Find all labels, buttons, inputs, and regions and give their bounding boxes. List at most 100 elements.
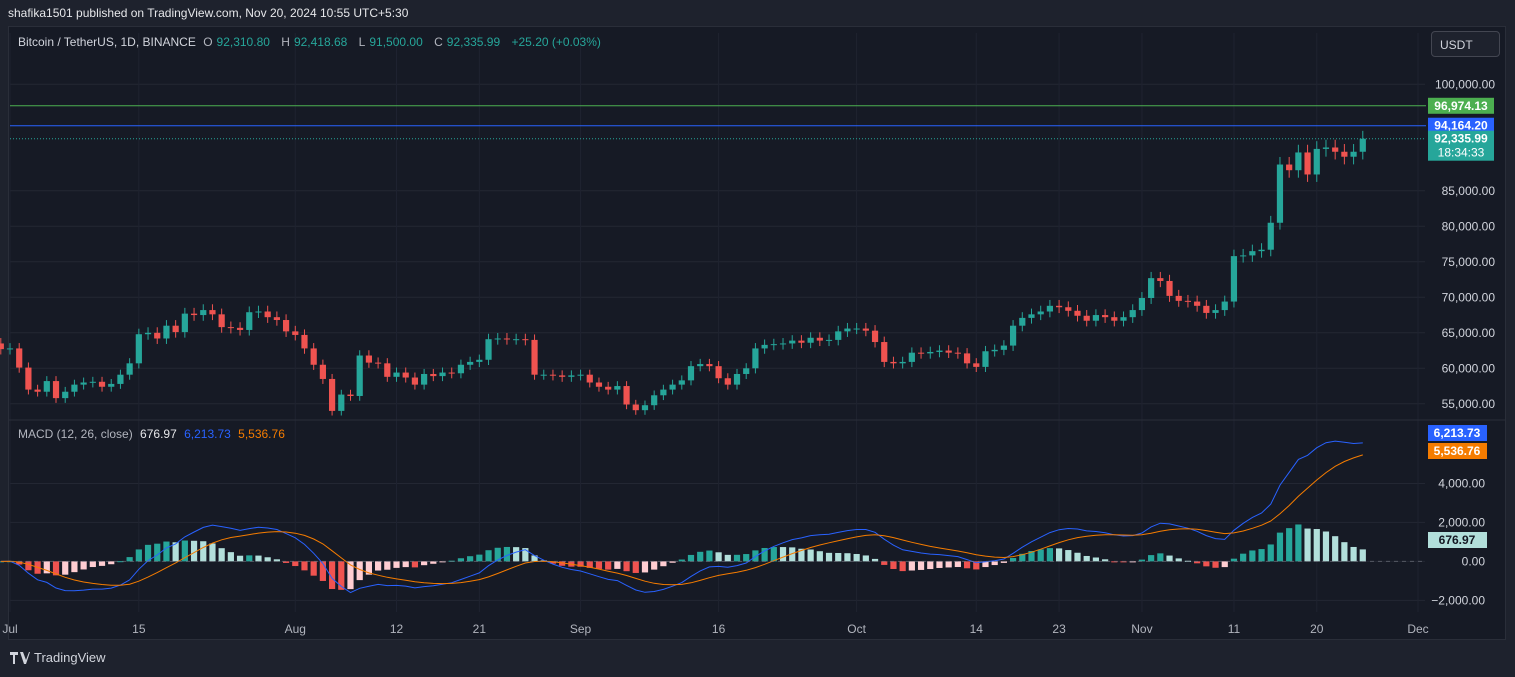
macd-histogram-bar <box>209 543 216 562</box>
macd-histogram-bar <box>71 561 78 573</box>
macd-value-tag: 6,213.73 <box>1428 425 1487 441</box>
macd-histogram-bar <box>16 561 23 565</box>
macd-histogram-bar <box>1230 558 1238 562</box>
candle-body <box>1074 310 1081 316</box>
candle-body <box>973 363 980 367</box>
macd-value-tag-text: 6,213.73 <box>1434 426 1481 440</box>
candle-body <box>678 380 685 385</box>
tradingview-brand[interactable]: TradingView <box>10 650 106 665</box>
candle-body <box>1313 148 1320 175</box>
candle-body <box>292 331 299 335</box>
x-tick-label: Jul <box>2 622 17 636</box>
macd-value-tag-bg <box>1428 443 1487 459</box>
candle-body <box>835 331 842 340</box>
x-tick-label: 21 <box>473 622 487 636</box>
candle-body <box>1332 147 1339 152</box>
macd-histogram-bar <box>1350 546 1357 562</box>
candle-body <box>844 328 851 332</box>
macd-histogram-bar <box>586 561 593 568</box>
candle-body <box>347 394 354 396</box>
candle-body <box>356 355 363 396</box>
candle-body <box>779 343 787 345</box>
macd-legend: MACD (12, 26, close) 676.97 6,213.73 5,5… <box>18 427 285 441</box>
candle-body <box>319 364 326 379</box>
candle-body <box>1295 152 1302 171</box>
price-axis-label: 80,000.00 <box>1442 219 1496 233</box>
candle-body <box>715 366 722 379</box>
candle-body <box>807 337 814 343</box>
macd-histogram-bar <box>825 552 833 562</box>
macd-hist-value: 676.97 <box>140 427 177 441</box>
macd-histogram-bar <box>62 561 69 575</box>
candle-body <box>467 361 474 365</box>
price-level-tag-text: 94,164.20 <box>1434 119 1488 133</box>
candle-body <box>936 350 943 352</box>
macd-histogram <box>0 524 1366 590</box>
macd-axis-label: 0.00 <box>1462 554 1486 568</box>
candle-body <box>917 352 925 354</box>
macd-histogram-bar <box>200 541 207 562</box>
last-price-tag-bg <box>1428 130 1494 161</box>
candle-body <box>476 359 483 362</box>
candle-body <box>503 338 511 340</box>
macd-histogram-bar <box>1092 557 1100 562</box>
candle-body <box>209 310 216 315</box>
candle-body <box>789 340 796 344</box>
macd-histogram-bar <box>973 561 980 570</box>
macd-axis-label: −2,000.00 <box>1431 593 1485 607</box>
macd-value-tag-text: 676.97 <box>1439 533 1476 547</box>
x-tick-label: 11 <box>1228 622 1241 636</box>
macd-histogram-bar <box>52 561 60 576</box>
x-tick-label: 15 <box>132 622 146 636</box>
currency-button[interactable]: USDT <box>1431 31 1500 57</box>
candle-body <box>945 350 952 353</box>
macd-histogram-bar <box>862 555 869 562</box>
macd-histogram-bar <box>1221 561 1228 568</box>
candle-body <box>632 404 639 411</box>
candle-body <box>890 361 897 364</box>
macd-histogram-bar <box>531 555 538 562</box>
macd-axis-label: 4,000.00 <box>1438 476 1485 490</box>
close-label: C <box>434 35 443 49</box>
macd-histogram-bar <box>807 549 814 562</box>
macd-histogram-bar <box>733 554 741 562</box>
candle-body <box>62 391 69 399</box>
macd-histogram-bar <box>1267 544 1274 562</box>
candle-body <box>402 372 409 378</box>
macd-histogram-bar <box>1276 532 1284 562</box>
brand-label: TradingView <box>34 650 106 665</box>
macd-histogram-bar <box>255 555 262 562</box>
macd-value-tag: 5,536.76 <box>1428 443 1487 459</box>
candle-body <box>1037 311 1044 315</box>
x-tick-label: Aug <box>285 622 306 636</box>
macd-histogram-bar <box>1102 559 1109 562</box>
macd-histogram-bar <box>89 561 96 568</box>
macd-line-value: 6,213.73 <box>184 427 231 441</box>
x-tick-label: Sep <box>570 622 592 636</box>
candle-body <box>448 372 455 374</box>
macd-histogram-bar <box>678 559 685 562</box>
macd-histogram-bar <box>282 561 290 563</box>
macd-histogram-bar <box>927 561 934 570</box>
macd-histogram-bar <box>1295 524 1302 562</box>
candle-body <box>1249 251 1256 256</box>
candle-body <box>982 351 989 367</box>
candle-body <box>181 313 188 333</box>
symbol-legend: Bitcoin / TetherUS, 1D, BINANCE O 92,310.… <box>18 35 605 49</box>
candle-body <box>577 374 584 376</box>
symbol-name[interactable]: Bitcoin / TetherUS, 1D, BINANCE <box>18 35 196 49</box>
candle-body <box>89 381 96 383</box>
candle-body <box>927 351 934 354</box>
candle-body <box>1322 147 1330 149</box>
candle-body <box>1184 300 1192 302</box>
macd-histogram-bar <box>1157 553 1164 562</box>
candle-body <box>485 339 492 360</box>
macd-histogram-bar <box>365 561 373 575</box>
last-price-value: 92,335.99 <box>1434 132 1488 146</box>
macd-histogram-bar <box>936 561 943 568</box>
price-level-tag-bg <box>1428 97 1494 114</box>
macd-title[interactable]: MACD (12, 26, close) <box>18 427 133 441</box>
x-tick-label: 14 <box>970 622 984 636</box>
candle-body <box>117 374 124 384</box>
